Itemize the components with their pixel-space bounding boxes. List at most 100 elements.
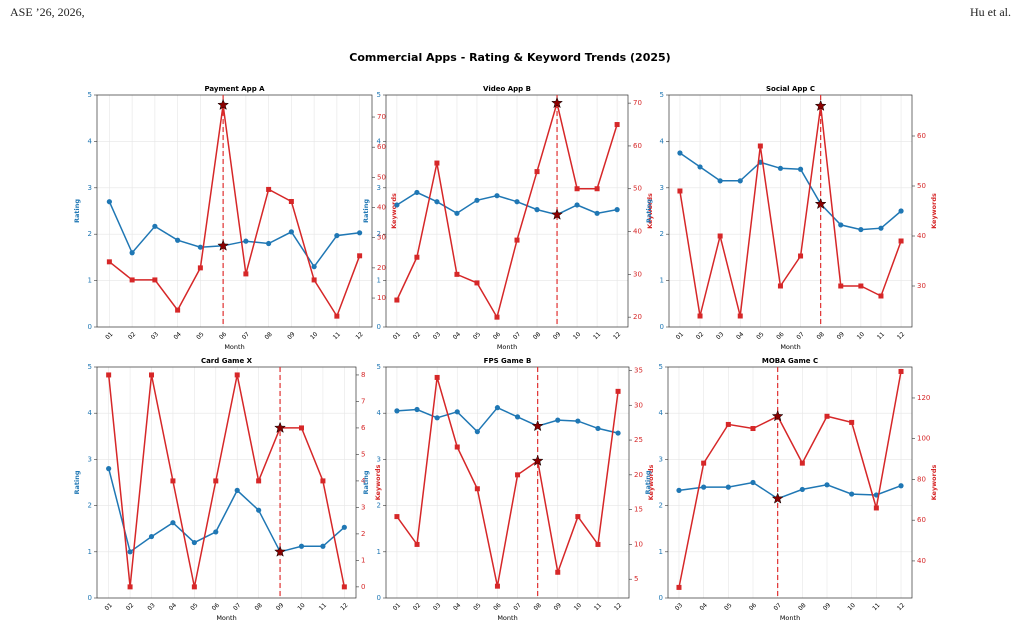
y2-axis-label: Keywords — [374, 464, 382, 500]
data-point — [266, 240, 272, 247]
data-point — [149, 372, 155, 378]
x-tick-label: 02 — [127, 331, 137, 341]
data-point — [106, 259, 112, 265]
data-point — [414, 254, 420, 260]
data-point — [824, 482, 830, 488]
y2-tick-label: 35 — [634, 366, 643, 374]
y-axis-label: Rating — [73, 199, 81, 223]
x-axis-label: Month — [216, 614, 236, 622]
running-header: ASE ’26, 2026, — [10, 5, 85, 19]
figure-title: Commercial Apps - Rating & Keyword Trend… — [349, 51, 670, 64]
x-tick-label: 09 — [553, 602, 563, 612]
data-point — [717, 233, 723, 239]
x-tick-label: 01 — [103, 602, 113, 612]
y-tick-label: 5 — [659, 363, 663, 371]
x-axis-label: Month — [497, 614, 517, 622]
data-point — [677, 150, 683, 156]
data-point — [175, 307, 181, 313]
y2-tick-label: 70 — [377, 113, 386, 121]
data-point — [614, 122, 620, 128]
data-point — [737, 313, 743, 319]
x-tick-label: 11 — [593, 602, 603, 612]
x-tick-label: 05 — [755, 331, 765, 341]
data-point — [701, 460, 707, 466]
x-tick-label: 01 — [392, 331, 402, 341]
data-point — [454, 409, 460, 415]
data-point — [555, 417, 561, 423]
data-point — [873, 505, 879, 511]
chart-title: MOBA Game C — [762, 357, 818, 365]
y-axis-label: Rating — [645, 199, 653, 223]
series-line — [396, 377, 619, 587]
data-point — [898, 208, 904, 214]
data-point — [334, 313, 340, 319]
x-tick-label: 06 — [492, 602, 502, 612]
y2-tick-label: 20 — [377, 264, 386, 272]
data-point — [474, 280, 480, 286]
chart-title: FPS Game B — [484, 357, 532, 365]
y-tick-label: 0 — [660, 323, 664, 331]
data-point — [615, 388, 621, 394]
data-point — [213, 478, 219, 484]
y-tick-label: 0 — [659, 594, 663, 602]
x-tick-label: 08 — [815, 331, 825, 341]
y2-tick-label: 60 — [917, 132, 926, 140]
data-point — [234, 487, 240, 493]
y2-tick-label: 40 — [917, 557, 926, 565]
x-tick-label: 06 — [492, 331, 502, 341]
data-point — [494, 405, 501, 411]
y-tick-label: 2 — [88, 502, 92, 510]
data-point — [243, 238, 249, 244]
data-point — [394, 202, 400, 208]
y2-tick-label: 60 — [917, 516, 926, 524]
y2-tick-label: 30 — [377, 234, 386, 242]
data-point — [266, 186, 272, 192]
y2-tick-label: 50 — [633, 185, 642, 193]
x-tick-label: 10 — [847, 602, 857, 612]
y-axis-label: Rating — [362, 199, 370, 223]
data-point — [197, 244, 203, 250]
data-point — [898, 238, 904, 244]
x-tick-label: 07 — [512, 602, 522, 612]
data-point — [454, 271, 460, 277]
y-tick-label: 1 — [660, 277, 664, 285]
y2-tick-label: 0 — [361, 583, 365, 591]
x-tick-label: 04 — [172, 331, 182, 341]
x-tick-label: 11 — [318, 602, 328, 612]
data-point — [454, 210, 460, 216]
series-line — [679, 152, 902, 231]
x-tick-label: 05 — [723, 602, 733, 612]
data-point — [676, 584, 682, 590]
x-axis-label: Month — [780, 614, 800, 622]
data-point — [341, 524, 347, 530]
x-tick-label: 04 — [698, 602, 708, 612]
x-tick-label: 02 — [125, 602, 135, 612]
data-point — [434, 415, 440, 421]
y-tick-label: 5 — [88, 363, 92, 371]
data-point — [434, 199, 440, 205]
x-tick-label: 02 — [695, 331, 705, 341]
data-point — [555, 569, 561, 575]
y2-tick-label: 50 — [917, 182, 926, 190]
data-point — [288, 198, 294, 204]
y2-tick-label: 30 — [917, 282, 926, 290]
data-point — [595, 425, 601, 432]
data-point — [777, 165, 784, 171]
y2-axis-label: Keywords — [390, 193, 398, 229]
y-tick-label: 3 — [660, 184, 664, 192]
x-tick-label: 11 — [876, 331, 886, 341]
chart-title: Payment App A — [204, 85, 265, 93]
y-tick-label: 1 — [659, 548, 663, 556]
data-point — [454, 444, 460, 450]
plot-frame — [667, 366, 913, 599]
x-tick-label: 06 — [748, 602, 758, 612]
x-tick-label: 07 — [512, 331, 522, 341]
x-tick-label: 12 — [896, 331, 906, 341]
data-point — [106, 199, 112, 205]
data-point — [750, 479, 756, 486]
y2-tick-label: 4 — [361, 477, 366, 485]
y-tick-label: 0 — [88, 323, 92, 331]
y-tick-label: 4 — [377, 409, 382, 417]
x-tick-label: 12 — [896, 602, 906, 612]
